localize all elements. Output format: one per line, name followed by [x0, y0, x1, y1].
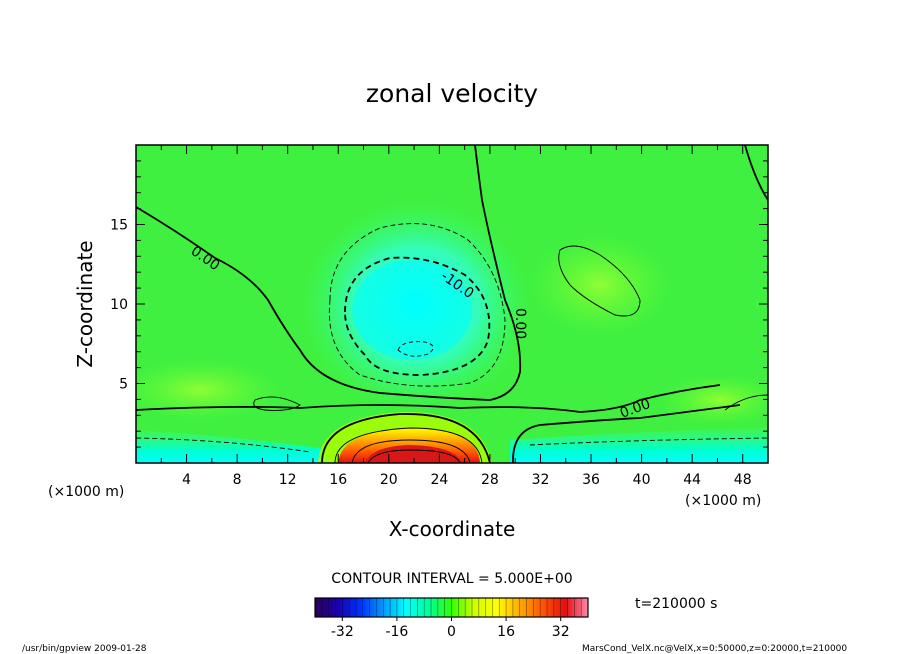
y-tick-label: 15: [110, 218, 128, 234]
negative-core-inner: [352, 260, 472, 360]
chart-title: zonal velocity: [366, 79, 538, 108]
x-tick-label: 28: [481, 472, 499, 488]
colorbar-tick-label: 0: [447, 624, 456, 640]
colorbar-tick-label: -32: [331, 624, 354, 640]
x-tick-label: 16: [329, 472, 347, 488]
zero-contour-lower-right: [512, 404, 741, 463]
zero-contour-left: [136, 145, 522, 401]
x-unit-note-left: (×1000 m): [48, 484, 124, 500]
pos5-contour-right: [558, 245, 641, 317]
neg5-surface-left: [136, 437, 311, 453]
contour-label-zero-mid: 0.00: [512, 308, 528, 339]
x-tick-label: 24: [430, 472, 448, 488]
contour-interval: CONTOUR INTERVAL = 5.000E+00: [331, 571, 572, 587]
y-tick-label: 10: [110, 297, 128, 313]
zero-contour-jet: [321, 413, 491, 463]
pos20-contour-jet: [367, 449, 461, 463]
colorbar-tick-label: 16: [497, 624, 515, 640]
x-tick-label: 12: [279, 472, 297, 488]
neg5-contour: [328, 223, 506, 387]
y-tick-label: 5: [119, 377, 128, 393]
x-unit-note-right: (×1000 m): [685, 493, 761, 509]
surface-negative-left: [136, 430, 330, 463]
zero-contour-right: [744, 145, 768, 201]
time-label: t=210000 s: [635, 596, 717, 612]
zero-contour-surface: [136, 384, 721, 413]
positive-patch-left: [136, 360, 280, 420]
contour-field: 0.00 -10.0 0.00 0.00: [136, 145, 768, 463]
neg15-contour: [397, 341, 434, 357]
x-tick-label: 32: [532, 472, 550, 488]
x-axis-label: X-coordinate: [389, 517, 516, 541]
positive-patch-right: [660, 375, 768, 425]
positive-patch-upper-right: [530, 235, 670, 335]
pos10-contour-jet: [351, 439, 471, 463]
pos5-contour-jet: [334, 427, 483, 463]
footer-left: /usr/bin/gpview 2009-01-28: [22, 644, 147, 654]
footer-right: MarsCond_VelX.nc@VelX,x=0:50000,z=0:2000…: [582, 644, 847, 654]
surface-negative-right: [510, 428, 768, 463]
x-tick-label: 36: [582, 472, 600, 488]
colorbar-tick-label: 32: [552, 624, 570, 640]
y-ticks: 5 10 15: [110, 160, 768, 448]
y-axis-label: Z-coordinate: [73, 240, 97, 367]
x-tick-label: 20: [380, 472, 398, 488]
x-ticks: 4 8 12 16 20 24 28 32 36 40 44 48: [160, 145, 752, 488]
pos-contour-far-right: [724, 394, 768, 411]
x-tick-label: 4: [182, 472, 191, 488]
colorbar-tick-label: -16: [385, 624, 408, 640]
x-tick-label: 48: [734, 472, 752, 488]
x-tick-label: 44: [683, 472, 701, 488]
neg5-surface-right: [529, 437, 768, 446]
contour-lines: [136, 145, 768, 463]
pos5-contour-left: [253, 396, 301, 411]
x-tick-label: 8: [233, 472, 242, 488]
colorbar: -32 -16 0 16 32: [314, 597, 589, 640]
x-tick-label: 40: [633, 472, 651, 488]
